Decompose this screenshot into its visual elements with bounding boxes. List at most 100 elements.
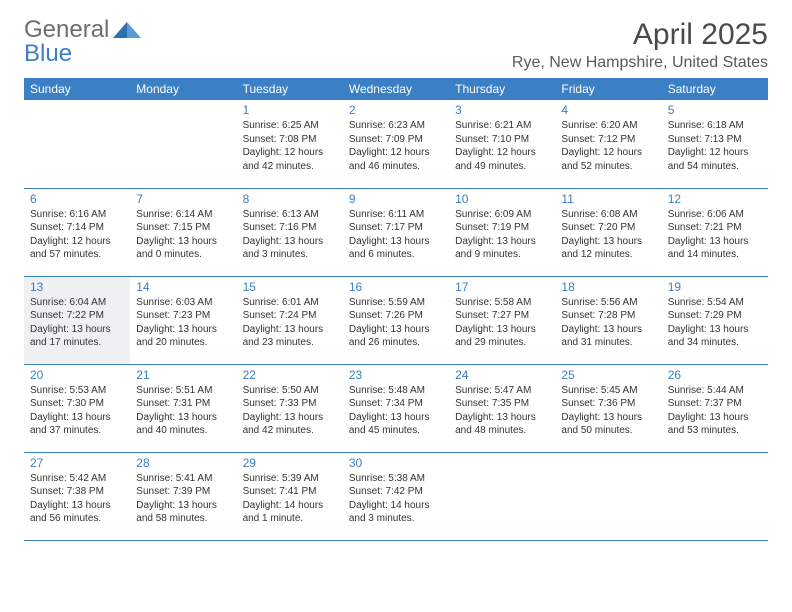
- calendar-table: SundayMondayTuesdayWednesdayThursdayFrid…: [24, 78, 768, 541]
- title-block: April 2025 Rye, New Hampshire, United St…: [512, 18, 768, 72]
- day-number: 12: [668, 192, 762, 206]
- day-info: Sunrise: 6:14 AMSunset: 7:15 PMDaylight:…: [136, 208, 230, 262]
- day-number: 7: [136, 192, 230, 206]
- day-number: 26: [668, 368, 762, 382]
- calendar-cell: 18 Sunrise: 5:56 AMSunset: 7:28 PMDayligh…: [555, 276, 661, 364]
- calendar-cell: 14 Sunrise: 6:03 AMSunset: 7:23 PMDayligh…: [130, 276, 236, 364]
- day-info: Sunrise: 5:44 AMSunset: 7:37 PMDaylight:…: [668, 384, 762, 438]
- calendar-cell: 7 Sunrise: 6:14 AMSunset: 7:15 PMDaylight…: [130, 188, 236, 276]
- day-number: 9: [349, 192, 443, 206]
- day-number: 18: [561, 280, 655, 294]
- day-info: Sunrise: 6:08 AMSunset: 7:20 PMDaylight:…: [561, 208, 655, 262]
- day-number: 29: [243, 456, 337, 470]
- day-number: 4: [561, 103, 655, 117]
- day-number: 22: [243, 368, 337, 382]
- day-info: Sunrise: 6:09 AMSunset: 7:19 PMDaylight:…: [455, 208, 549, 262]
- day-info: Sunrise: 6:23 AMSunset: 7:09 PMDaylight:…: [349, 119, 443, 173]
- day-info: Sunrise: 6:06 AMSunset: 7:21 PMDaylight:…: [668, 208, 762, 262]
- day-info: Sunrise: 6:21 AMSunset: 7:10 PMDaylight:…: [455, 119, 549, 173]
- day-info: Sunrise: 6:20 AMSunset: 7:12 PMDaylight:…: [561, 119, 655, 173]
- calendar-cell: 9 Sunrise: 6:11 AMSunset: 7:17 PMDaylight…: [343, 188, 449, 276]
- calendar-cell: 17Sunrise: 5:58 AMSunset: 7:27 PMDayligh…: [449, 276, 555, 364]
- day-number: 17: [455, 280, 549, 294]
- calendar-cell: 28 Sunrise: 5:41 AMSunset: 7:39 PMDayligh…: [130, 452, 236, 540]
- day-info: Sunrise: 5:39 AMSunset: 7:41 PMDaylight:…: [243, 472, 337, 526]
- day-number: 23: [349, 368, 443, 382]
- calendar-cell: 23 Sunrise: 5:48 AMSunset: 7:34 PMDayligh…: [343, 364, 449, 452]
- day-info: Sunrise: 6:18 AMSunset: 7:13 PMDaylight:…: [668, 119, 762, 173]
- calendar-row: 20Sunrise: 5:53 AMSunset: 7:30 PMDayligh…: [24, 364, 768, 452]
- day-number: 1: [243, 103, 337, 117]
- calendar-body: 1 Sunrise: 6:25 AMSunset: 7:08 PMDaylight…: [24, 100, 768, 540]
- calendar-cell: 29 Sunrise: 5:39 AMSunset: 7:41 PMDayligh…: [237, 452, 343, 540]
- calendar-row: 1 Sunrise: 6:25 AMSunset: 7:08 PMDaylight…: [24, 100, 768, 188]
- day-number: 14: [136, 280, 230, 294]
- day-info: Sunrise: 6:01 AMSunset: 7:24 PMDaylight:…: [243, 296, 337, 350]
- day-info: Sunrise: 6:03 AMSunset: 7:23 PMDaylight:…: [136, 296, 230, 350]
- calendar-cell: 21 Sunrise: 5:51 AMSunset: 7:31 PMDayligh…: [130, 364, 236, 452]
- calendar-cell: [24, 100, 130, 188]
- day-info: Sunrise: 5:47 AMSunset: 7:35 PMDaylight:…: [455, 384, 549, 438]
- day-number: 24: [455, 368, 549, 382]
- day-header: Thursday: [449, 78, 555, 100]
- logo-word2: Blue: [24, 40, 72, 67]
- day-info: Sunrise: 5:53 AMSunset: 7:30 PMDaylight:…: [30, 384, 124, 438]
- day-header: Monday: [130, 78, 236, 100]
- calendar-cell: 10 Sunrise: 6:09 AMSunset: 7:19 PMDayligh…: [449, 188, 555, 276]
- day-info: Sunrise: 5:41 AMSunset: 7:39 PMDaylight:…: [136, 472, 230, 526]
- day-number: 6: [30, 192, 124, 206]
- day-info: Sunrise: 5:38 AMSunset: 7:42 PMDaylight:…: [349, 472, 443, 526]
- day-info: Sunrise: 6:04 AMSunset: 7:22 PMDaylight:…: [30, 296, 124, 350]
- day-header: Tuesday: [237, 78, 343, 100]
- day-header: Friday: [555, 78, 661, 100]
- day-number: 13: [30, 280, 124, 294]
- calendar-cell: 27 Sunrise: 5:42 AMSunset: 7:38 PMDayligh…: [24, 452, 130, 540]
- calendar-cell: 2Sunrise: 6:23 AMSunset: 7:09 PMDaylight…: [343, 100, 449, 188]
- day-info: Sunrise: 5:42 AMSunset: 7:38 PMDaylight:…: [30, 472, 124, 526]
- calendar-cell: 11 Sunrise: 6:08 AMSunset: 7:20 PMDayligh…: [555, 188, 661, 276]
- day-number: 30: [349, 456, 443, 470]
- day-number: 11: [561, 192, 655, 206]
- day-number: 19: [668, 280, 762, 294]
- day-number: 28: [136, 456, 230, 470]
- calendar-row: 27 Sunrise: 5:42 AMSunset: 7:38 PMDayligh…: [24, 452, 768, 540]
- day-number: 16: [349, 280, 443, 294]
- calendar-cell: 26 Sunrise: 5:44 AMSunset: 7:37 PMDayligh…: [662, 364, 768, 452]
- logo: General Blue: [24, 18, 141, 66]
- day-number: 27: [30, 456, 124, 470]
- logo-word1: General: [24, 16, 109, 43]
- calendar-cell: 15 Sunrise: 6:01 AMSunset: 7:24 PMDayligh…: [237, 276, 343, 364]
- day-number: 8: [243, 192, 337, 206]
- calendar-cell: [555, 452, 661, 540]
- day-info: Sunrise: 5:51 AMSunset: 7:31 PMDaylight:…: [136, 384, 230, 438]
- header: General Blue April 2025 Rye, New Hampshi…: [24, 18, 768, 72]
- day-info: Sunrise: 6:25 AMSunset: 7:08 PMDaylight:…: [243, 119, 337, 173]
- day-info: Sunrise: 5:48 AMSunset: 7:34 PMDaylight:…: [349, 384, 443, 438]
- calendar-cell: 8Sunrise: 6:13 AMSunset: 7:16 PMDaylight…: [237, 188, 343, 276]
- day-number: 5: [668, 103, 762, 117]
- day-info: Sunrise: 5:56 AMSunset: 7:28 PMDaylight:…: [561, 296, 655, 350]
- calendar-cell: 13 Sunrise: 6:04 AMSunset: 7:22 PMDayligh…: [24, 276, 130, 364]
- calendar-cell: 6 Sunrise: 6:16 AMSunset: 7:14 PMDaylight…: [24, 188, 130, 276]
- day-number: 25: [561, 368, 655, 382]
- calendar-cell: [662, 452, 768, 540]
- calendar-cell: 1 Sunrise: 6:25 AMSunset: 7:08 PMDaylight…: [237, 100, 343, 188]
- calendar-cell: 3Sunrise: 6:21 AMSunset: 7:10 PMDaylight…: [449, 100, 555, 188]
- day-info: Sunrise: 6:11 AMSunset: 7:17 PMDaylight:…: [349, 208, 443, 262]
- calendar-row: 13 Sunrise: 6:04 AMSunset: 7:22 PMDayligh…: [24, 276, 768, 364]
- calendar-cell: 5 Sunrise: 6:18 AMSunset: 7:13 PMDaylight…: [662, 100, 768, 188]
- calendar-cell: 4 Sunrise: 6:20 AMSunset: 7:12 PMDaylight…: [555, 100, 661, 188]
- day-number: 15: [243, 280, 337, 294]
- calendar-row: 6 Sunrise: 6:16 AMSunset: 7:14 PMDaylight…: [24, 188, 768, 276]
- day-number: 10: [455, 192, 549, 206]
- calendar-cell: 22Sunrise: 5:50 AMSunset: 7:33 PMDayligh…: [237, 364, 343, 452]
- day-info: Sunrise: 5:45 AMSunset: 7:36 PMDaylight:…: [561, 384, 655, 438]
- calendar-cell: 20Sunrise: 5:53 AMSunset: 7:30 PMDayligh…: [24, 364, 130, 452]
- day-number: 21: [136, 368, 230, 382]
- calendar-cell: 24 Sunrise: 5:47 AMSunset: 7:35 PMDayligh…: [449, 364, 555, 452]
- day-info: Sunrise: 6:16 AMSunset: 7:14 PMDaylight:…: [30, 208, 124, 262]
- day-header: Wednesday: [343, 78, 449, 100]
- day-info: Sunrise: 5:59 AMSunset: 7:26 PMDaylight:…: [349, 296, 443, 350]
- day-header: Sunday: [24, 78, 130, 100]
- calendar-cell: 12 Sunrise: 6:06 AMSunset: 7:21 PMDayligh…: [662, 188, 768, 276]
